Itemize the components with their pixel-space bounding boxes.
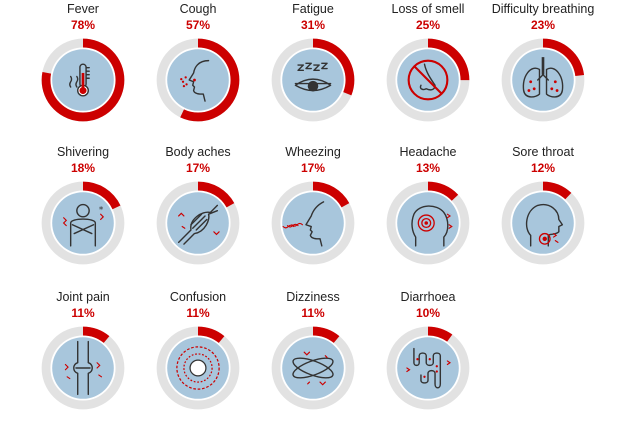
symptom-item: Sore throat 12% <box>483 145 603 287</box>
donut-inner <box>52 192 114 254</box>
symptom-percentage: 57% <box>185 18 211 32</box>
donut-value-arc <box>41 326 125 410</box>
symptom-item: Loss of smell 25% <box>368 2 488 144</box>
symptom-item: Fatigue 31% <box>253 2 373 144</box>
symptom-label: Headache <box>399 145 457 159</box>
symptom-label: Cough <box>179 2 217 16</box>
donut-inner <box>167 49 229 111</box>
donut-inner <box>282 337 344 399</box>
knee-joint-icon <box>64 340 103 396</box>
symptom-label: Difficulty breathing <box>491 2 595 16</box>
donut-inner <box>397 337 459 399</box>
symptom-item: Dizziness 11% <box>253 290 373 432</box>
symptom-item: Wheezing 17% <box>253 145 373 287</box>
symptom-label: Fever <box>67 2 99 16</box>
intestine-icon <box>406 347 452 389</box>
symptom-item: Diarrhoea 10% <box>368 290 488 432</box>
donut-inner <box>512 192 574 254</box>
symptom-percentage: 10% <box>415 306 441 320</box>
donut-inner <box>282 192 344 254</box>
symptom-item: Joint pain 11% <box>23 290 143 432</box>
donut-value-arc <box>386 38 470 122</box>
donut-value-arc <box>41 181 125 265</box>
donut-value-arc <box>501 38 585 122</box>
shivering-person-icon: * <box>62 203 105 247</box>
donut-chart <box>501 38 585 122</box>
symptom-percentage: 11% <box>301 306 325 320</box>
donut-chart <box>41 38 125 122</box>
muscle-icon <box>177 204 220 245</box>
symptom-label: Dizziness <box>286 290 340 304</box>
symptom-percentage: 11% <box>71 306 95 320</box>
symptom-item: Shivering 18% * <box>23 145 143 287</box>
sore-throat-icon <box>525 203 564 247</box>
lungs-icon <box>522 57 564 98</box>
symptom-percentage: 12% <box>530 161 556 175</box>
donut-chart <box>271 38 355 122</box>
thermometer-icon <box>69 63 90 97</box>
donut-chart: * <box>41 181 125 265</box>
symptom-percentage: 17% <box>300 161 326 175</box>
donut-chart <box>156 38 240 122</box>
headache-icon <box>411 205 453 247</box>
symptom-label: Sore throat <box>512 145 574 159</box>
donut-value-arc <box>271 326 355 410</box>
symptom-percentage: 13% <box>415 161 441 175</box>
symptom-item: Confusion 11% <box>138 290 258 432</box>
symptom-item: Fever 78% <box>23 2 143 144</box>
svg-text:*: * <box>99 205 104 215</box>
symptom-percentage: 31% <box>300 18 326 32</box>
donut-chart <box>271 326 355 410</box>
symptom-percentage: 78% <box>70 18 96 32</box>
symptom-percentage: 23% <box>530 18 556 32</box>
symptom-percentage: 17% <box>185 161 211 175</box>
donut-value-arc <box>156 181 240 265</box>
symptom-label: Body aches <box>165 145 231 159</box>
donut-value-arc <box>271 38 355 122</box>
donut-inner <box>282 49 344 111</box>
symptom-label: Joint pain <box>56 290 110 304</box>
donut-value-arc <box>386 326 470 410</box>
no-nose-icon <box>407 59 449 101</box>
donut-chart <box>271 181 355 265</box>
donut-value-arc <box>271 181 355 265</box>
cough-face-icon <box>180 59 210 102</box>
symptom-percentage: 25% <box>415 18 441 32</box>
confusion-icon <box>176 346 220 390</box>
symptom-label: Loss of smell <box>391 2 465 16</box>
symptom-item: Cough 57% <box>138 2 258 144</box>
donut-chart <box>156 326 240 410</box>
donut-value-arc <box>386 181 470 265</box>
donut-chart <box>386 326 470 410</box>
symptom-label: Wheezing <box>285 145 341 159</box>
donut-chart <box>41 326 125 410</box>
symptom-label: Shivering <box>56 145 110 159</box>
sleepy-eye-icon <box>294 62 332 92</box>
donut-value-arc <box>41 38 125 122</box>
symptom-label: Fatigue <box>292 2 334 16</box>
symptom-item: Difficulty breathing 23% <box>483 2 603 144</box>
symptom-label: Confusion <box>169 290 227 304</box>
donut-chart <box>386 181 470 265</box>
donut-value-arc <box>156 326 240 410</box>
symptom-label: Diarrhoea <box>400 290 456 304</box>
donut-chart <box>501 181 585 265</box>
donut-value-arc <box>501 181 585 265</box>
symptom-percentage: 11% <box>186 306 210 320</box>
dizziness-icon <box>292 351 334 386</box>
donut-value-arc <box>156 38 240 122</box>
symptom-percentage: 18% <box>70 161 96 175</box>
symptom-chart-grid: Fever 78% Cough 57% Fatigue 31% Loss of smell 2… <box>23 2 603 410</box>
donut-chart <box>386 38 470 122</box>
wheezing-face-icon <box>282 201 325 247</box>
donut-chart <box>156 181 240 265</box>
symptom-item: Headache 13% <box>368 145 488 287</box>
symptom-item: Body aches 17% <box>138 145 258 287</box>
